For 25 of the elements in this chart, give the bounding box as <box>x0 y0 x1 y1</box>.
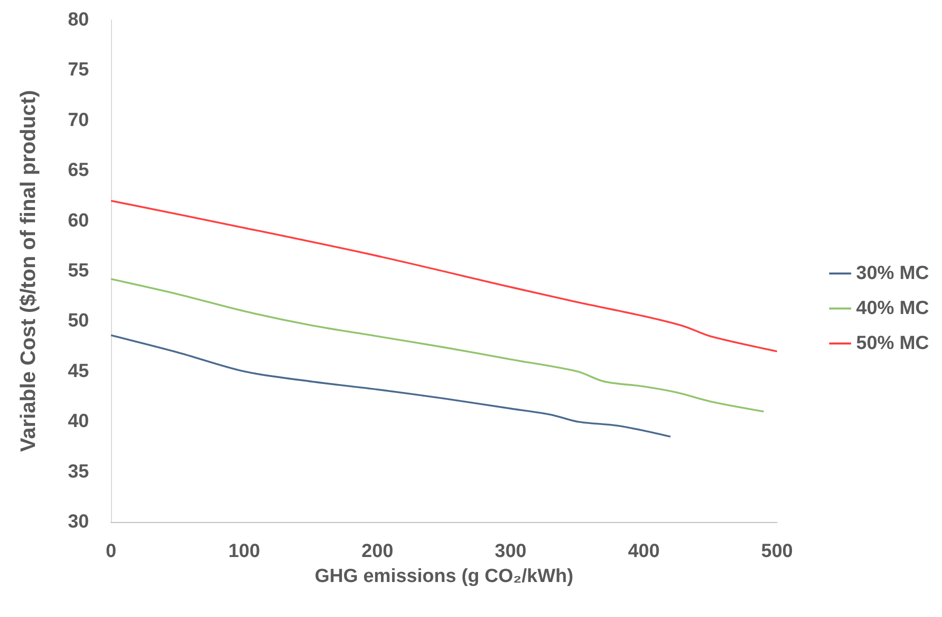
x-tick-label: 400 <box>628 541 660 562</box>
y-tick-label: 60 <box>68 210 89 232</box>
legend-label: 50% MC <box>856 333 930 354</box>
y-tick-label: 55 <box>68 260 90 282</box>
y-axis-title: Variable Cost ($/ton of final product) <box>17 90 40 452</box>
x-axis-title: GHG emissions (g CO₂/kWh) <box>314 566 574 587</box>
x-tick-label: 200 <box>362 541 394 562</box>
y-tick-label: 65 <box>68 160 90 182</box>
legend-label: 30% MC <box>856 263 930 284</box>
y-tick-label: 35 <box>68 461 90 482</box>
line-series <box>110 200 778 352</box>
line-series <box>110 278 765 412</box>
x-tick-label: 0 <box>106 541 116 562</box>
x-tick-label: 500 <box>761 541 793 562</box>
line-series <box>110 334 672 438</box>
y-tick-label: 30 <box>68 512 89 532</box>
y-tick-label: 50 <box>68 310 89 332</box>
y-tick-label: 70 <box>68 110 89 131</box>
x-tick-label: 300 <box>494 541 526 562</box>
legend-label: 40% MC <box>856 298 930 319</box>
x-tick-label: 100 <box>228 541 260 562</box>
y-tick-label: 80 <box>68 10 89 30</box>
y-tick-label: 40 <box>68 411 89 432</box>
y-tick-label: 75 <box>68 60 90 81</box>
y-tick-label: 45 <box>68 360 90 382</box>
